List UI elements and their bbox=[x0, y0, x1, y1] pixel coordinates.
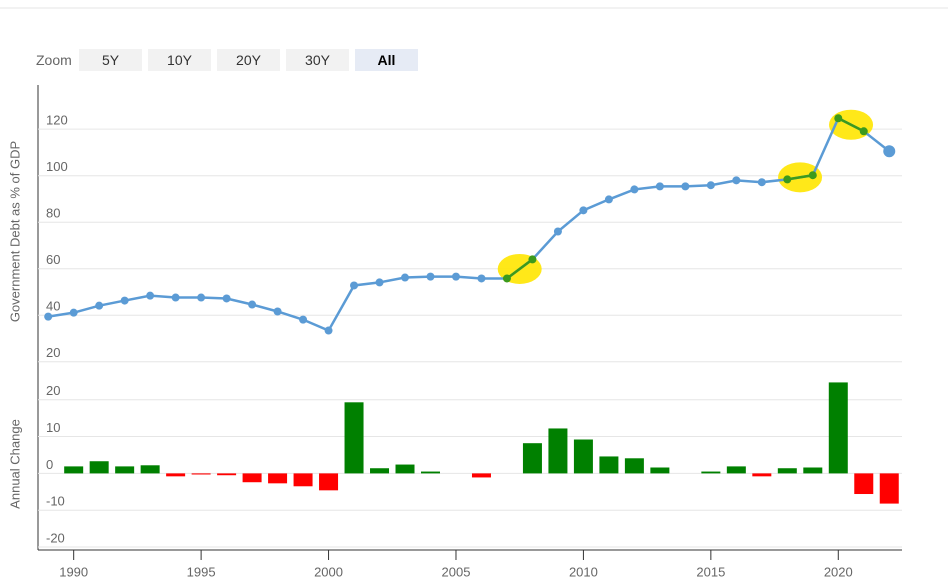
bar bbox=[115, 466, 135, 474]
data-point bbox=[222, 294, 231, 303]
bar bbox=[573, 439, 593, 474]
data-point bbox=[579, 206, 588, 215]
x-tick-label: 1990 bbox=[59, 564, 88, 579]
data-point bbox=[502, 274, 511, 283]
debt-line bbox=[48, 116, 891, 333]
bar bbox=[344, 402, 364, 474]
y-tick-label: 10 bbox=[46, 420, 60, 435]
y-tick-label: 20 bbox=[46, 345, 60, 360]
bar bbox=[166, 473, 186, 477]
highlight-segment bbox=[787, 173, 813, 181]
data-point bbox=[273, 307, 282, 316]
bar bbox=[803, 467, 823, 474]
x-tick-label: 2000 bbox=[314, 564, 343, 579]
bar bbox=[726, 466, 746, 474]
y-tick-label: 40 bbox=[46, 299, 60, 314]
data-point bbox=[248, 300, 257, 309]
data-point bbox=[451, 272, 460, 281]
bar bbox=[293, 473, 313, 487]
bar bbox=[854, 473, 874, 495]
data-point bbox=[834, 114, 843, 123]
data-point bbox=[146, 291, 155, 300]
data-point bbox=[171, 293, 180, 302]
data-point bbox=[808, 171, 817, 180]
data-point bbox=[95, 301, 104, 310]
data-point bbox=[783, 175, 792, 184]
data-point bbox=[197, 293, 206, 302]
data-point bbox=[477, 274, 486, 283]
bar bbox=[395, 464, 415, 474]
data-point bbox=[324, 326, 333, 335]
bar bbox=[420, 471, 440, 474]
bar bbox=[599, 456, 619, 474]
bar bbox=[370, 468, 390, 474]
data-point bbox=[69, 308, 78, 317]
bar bbox=[777, 468, 797, 474]
y-tick-label: -20 bbox=[46, 530, 65, 545]
data-point bbox=[375, 278, 384, 287]
data-point bbox=[630, 185, 639, 194]
data-point bbox=[553, 227, 562, 236]
bar bbox=[217, 473, 237, 476]
data-point bbox=[706, 181, 715, 190]
data-point bbox=[299, 315, 308, 324]
y-tick-label: 60 bbox=[46, 252, 60, 267]
data-point bbox=[883, 145, 896, 158]
bar bbox=[191, 473, 211, 475]
data-point bbox=[732, 176, 741, 185]
bar bbox=[242, 473, 262, 483]
bar bbox=[701, 471, 721, 474]
data-point bbox=[120, 296, 129, 305]
x-tick-label: 2020 bbox=[824, 564, 853, 579]
data-point bbox=[401, 273, 410, 282]
x-tick-label: 2005 bbox=[442, 564, 471, 579]
bar bbox=[471, 473, 491, 478]
bar bbox=[752, 473, 772, 477]
data-point bbox=[604, 195, 613, 204]
bar bbox=[548, 428, 568, 474]
range-button[interactable]: 30Y bbox=[286, 49, 349, 71]
y-tick-label: -10 bbox=[46, 494, 65, 509]
range-button[interactable]: 10Y bbox=[148, 49, 211, 71]
bar bbox=[140, 465, 160, 474]
y-axis-title: Government Debt as % of GDP bbox=[7, 141, 22, 322]
range-button[interactable]: 5Y bbox=[79, 49, 142, 71]
bar bbox=[522, 443, 542, 474]
x-tick-label: 2010 bbox=[569, 564, 598, 579]
bar bbox=[64, 466, 84, 474]
data-point bbox=[681, 182, 690, 191]
data-point bbox=[350, 281, 359, 290]
data-point bbox=[655, 182, 664, 191]
bar bbox=[624, 458, 644, 474]
bar bbox=[879, 473, 899, 504]
y-tick-label: 120 bbox=[46, 113, 68, 128]
data-point bbox=[528, 255, 537, 264]
data-point bbox=[44, 312, 53, 321]
zoom-label: Zoom bbox=[36, 52, 72, 68]
x-tick-label: 2015 bbox=[696, 564, 725, 579]
bar bbox=[89, 461, 109, 474]
range-button[interactable]: All bbox=[355, 49, 418, 71]
y-tick-label: 80 bbox=[46, 206, 60, 221]
data-point bbox=[757, 178, 766, 187]
y-tick-label: 0 bbox=[46, 457, 53, 472]
bar bbox=[319, 473, 339, 491]
bar bbox=[268, 473, 288, 484]
bar bbox=[650, 467, 670, 474]
bar bbox=[828, 382, 848, 474]
highlight-segment bbox=[837, 117, 865, 133]
data-point bbox=[426, 272, 435, 281]
x-tick-label: 1995 bbox=[187, 564, 216, 579]
y-tick-label: 20 bbox=[46, 383, 60, 398]
range-button[interactable]: 20Y bbox=[217, 49, 280, 71]
y-tick-label: 100 bbox=[46, 159, 68, 174]
y-axis-title: Annual Change bbox=[7, 419, 22, 509]
data-point bbox=[859, 127, 868, 136]
highlight-segment bbox=[506, 258, 534, 280]
